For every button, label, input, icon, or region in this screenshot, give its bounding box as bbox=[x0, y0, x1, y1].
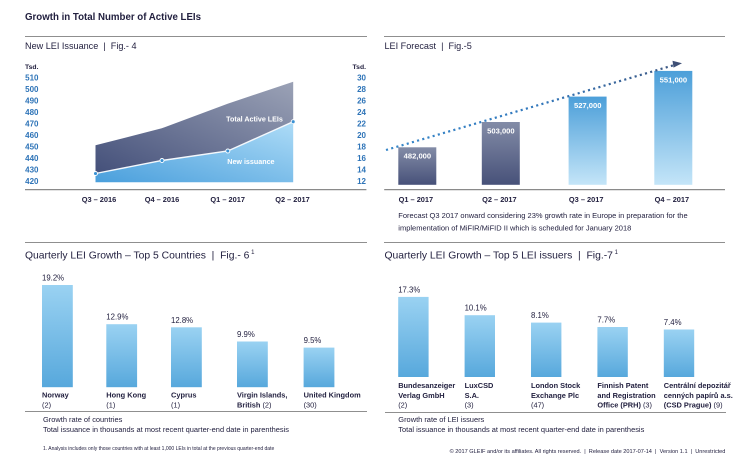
svg-text:482,000: 482,000 bbox=[404, 152, 431, 161]
svg-text:Virgin Islands,: Virgin Islands, bbox=[237, 391, 287, 400]
svg-text:9.5%: 9.5% bbox=[304, 336, 322, 345]
svg-text:440: 440 bbox=[25, 154, 39, 163]
svg-text:(3): (3) bbox=[465, 401, 474, 410]
svg-text:Bundesanzeiger: Bundesanzeiger bbox=[398, 381, 455, 390]
svg-text:20: 20 bbox=[357, 131, 366, 140]
svg-text:12.9%: 12.9% bbox=[106, 313, 128, 322]
svg-text:510: 510 bbox=[25, 74, 39, 83]
svg-text:450: 450 bbox=[25, 143, 39, 152]
svg-text:S.A.: S.A. bbox=[465, 391, 479, 400]
svg-text:Forecast Q3 2017 onward consid: Forecast Q3 2017 onward considering 23% … bbox=[398, 211, 687, 220]
svg-text:28: 28 bbox=[357, 85, 366, 94]
svg-text:Total Active LEIs: Total Active LEIs bbox=[226, 116, 283, 124]
svg-text:Q2 – 2017: Q2 – 2017 bbox=[482, 195, 517, 204]
svg-text:Finnish Patent: Finnish Patent bbox=[597, 381, 648, 390]
svg-text:(30): (30) bbox=[304, 400, 317, 409]
svg-text:480: 480 bbox=[25, 108, 39, 117]
svg-text:10.1%: 10.1% bbox=[465, 304, 487, 313]
svg-text:Cyprus: Cyprus bbox=[171, 391, 196, 400]
svg-text:Q2 – 2017: Q2 – 2017 bbox=[275, 195, 310, 204]
svg-text:Verlag GmbH: Verlag GmbH bbox=[398, 391, 444, 400]
svg-text:(1): (1) bbox=[171, 400, 180, 409]
svg-text:30: 30 bbox=[357, 74, 366, 83]
svg-text:(2): (2) bbox=[398, 401, 407, 410]
svg-text:Norway: Norway bbox=[42, 391, 70, 400]
svg-text:Q3 – 2017: Q3 – 2017 bbox=[569, 195, 604, 204]
svg-text:Exchange Plc: Exchange Plc bbox=[531, 391, 579, 400]
svg-text:Tsd.: Tsd. bbox=[25, 64, 39, 71]
svg-text:16: 16 bbox=[357, 154, 366, 163]
svg-text:Centrální depozitář: Centrální depozitář bbox=[664, 381, 731, 390]
svg-text:500: 500 bbox=[25, 85, 39, 94]
svg-text:22: 22 bbox=[357, 120, 366, 129]
svg-text:9.9%: 9.9% bbox=[237, 330, 255, 339]
svg-text:Q3 – 2016: Q3 – 2016 bbox=[82, 195, 117, 204]
svg-text:551,000: 551,000 bbox=[660, 75, 687, 84]
svg-text:Tsd.: Tsd. bbox=[353, 64, 367, 71]
svg-text:and Registration: and Registration bbox=[597, 391, 656, 400]
svg-text:United Kingdom: United Kingdom bbox=[304, 391, 361, 400]
svg-text:Hong Kong: Hong Kong bbox=[106, 391, 146, 400]
svg-text:527,000: 527,000 bbox=[574, 101, 601, 110]
svg-text:cenných papírů a.s.: cenných papírů a.s. bbox=[664, 391, 733, 400]
svg-text:implementation of MiFIR/MiFID: implementation of MiFIR/MiFID II which i… bbox=[398, 224, 631, 233]
svg-text:420: 420 bbox=[25, 177, 39, 186]
svg-text:(47): (47) bbox=[531, 401, 544, 410]
svg-text:(2): (2) bbox=[42, 400, 51, 409]
svg-text:430: 430 bbox=[25, 166, 39, 175]
svg-text:18: 18 bbox=[357, 143, 366, 152]
svg-text:19.2%: 19.2% bbox=[42, 274, 64, 283]
svg-text:12.8%: 12.8% bbox=[171, 316, 193, 325]
svg-text:24: 24 bbox=[357, 108, 366, 117]
svg-text:London Stock: London Stock bbox=[531, 381, 581, 390]
svg-text:Q1 – 2017: Q1 – 2017 bbox=[399, 195, 434, 204]
svg-text:Office (PRH) (3): Office (PRH) (3) bbox=[597, 401, 652, 410]
svg-text:7.7%: 7.7% bbox=[597, 316, 615, 325]
svg-text:26: 26 bbox=[357, 97, 366, 106]
svg-text:(CSD Prague) (9): (CSD Prague) (9) bbox=[664, 401, 723, 410]
svg-text:460: 460 bbox=[25, 131, 39, 140]
svg-text:17.3%: 17.3% bbox=[398, 285, 420, 294]
svg-text:Q4 – 2017: Q4 – 2017 bbox=[655, 195, 690, 204]
svg-text:7.4%: 7.4% bbox=[664, 318, 682, 327]
svg-text:12: 12 bbox=[357, 177, 366, 186]
svg-text:New issuance: New issuance bbox=[227, 158, 274, 166]
svg-text:LuxCSD: LuxCSD bbox=[465, 381, 494, 390]
svg-text:8.1%: 8.1% bbox=[531, 311, 549, 320]
svg-text:14: 14 bbox=[357, 166, 366, 175]
svg-text:Q4 – 2016: Q4 – 2016 bbox=[145, 195, 180, 204]
svg-text:Q1 – 2017: Q1 – 2017 bbox=[210, 195, 245, 204]
svg-text:470: 470 bbox=[25, 120, 39, 129]
svg-text:490: 490 bbox=[25, 97, 39, 106]
svg-text:British (2): British (2) bbox=[237, 400, 272, 409]
svg-text:503,000: 503,000 bbox=[487, 126, 514, 135]
svg-text:(1): (1) bbox=[106, 400, 115, 409]
